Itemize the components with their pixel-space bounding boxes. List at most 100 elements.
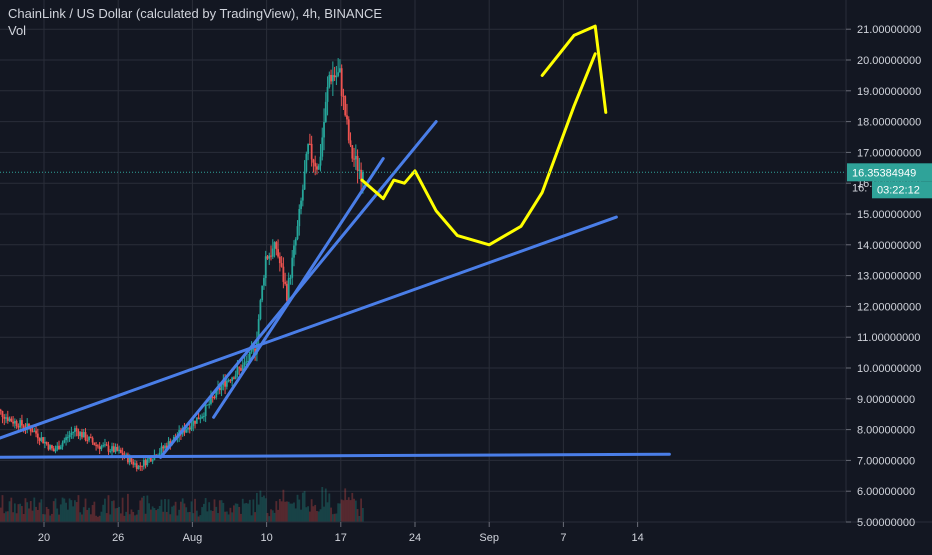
candle-body bbox=[86, 440, 89, 442]
candle-body bbox=[119, 449, 122, 453]
candle-body bbox=[160, 446, 163, 453]
volume-bar bbox=[308, 511, 311, 522]
volume-bar bbox=[51, 513, 53, 522]
candle-body bbox=[116, 446, 119, 451]
candle-body bbox=[243, 362, 246, 365]
volume-bar bbox=[162, 511, 165, 522]
volume-bar bbox=[65, 502, 67, 522]
candle-body bbox=[12, 421, 14, 424]
candle-body bbox=[111, 446, 113, 451]
candle-body bbox=[56, 445, 59, 450]
candle-body bbox=[35, 430, 37, 434]
candle-body bbox=[339, 68, 341, 73]
trendline[interactable] bbox=[212, 157, 385, 419]
candle-body bbox=[220, 385, 223, 391]
price-tick-label: 14.00000000 bbox=[857, 240, 921, 252]
volume-bar bbox=[210, 510, 212, 522]
candle-body bbox=[114, 446, 117, 452]
volume-bar bbox=[243, 503, 246, 522]
trendline[interactable] bbox=[0, 215, 618, 445]
candle-body bbox=[293, 245, 295, 258]
volume-bar bbox=[252, 499, 255, 522]
volume-bar bbox=[280, 501, 283, 522]
candle-body bbox=[100, 446, 103, 450]
volume-bar bbox=[234, 503, 237, 522]
candle-body bbox=[324, 101, 327, 123]
volume-bar bbox=[270, 509, 272, 522]
candle-body bbox=[132, 461, 135, 465]
volume-bar bbox=[294, 508, 297, 522]
volume-bar bbox=[310, 499, 313, 522]
candle-body bbox=[247, 360, 249, 362]
candle-body bbox=[250, 349, 253, 352]
candle-body bbox=[149, 458, 152, 462]
candle-body bbox=[303, 171, 306, 190]
volume-bar bbox=[157, 508, 159, 522]
candle-body bbox=[261, 285, 264, 301]
candle-body bbox=[289, 277, 292, 279]
volume-bar bbox=[353, 498, 355, 522]
volume-bar bbox=[218, 500, 221, 522]
candle-body bbox=[91, 437, 94, 443]
volume-bar bbox=[121, 497, 124, 522]
candle-body bbox=[333, 75, 336, 78]
candle-body bbox=[6, 417, 9, 421]
time-tick-label: 7 bbox=[560, 532, 566, 544]
time-axis[interactable]: 20 26 Aug 10 17 24 Sep 7 14 bbox=[38, 522, 644, 544]
volume-bar bbox=[178, 509, 181, 522]
candle-body bbox=[68, 435, 71, 438]
freehand-drawing[interactable] bbox=[360, 24, 608, 247]
volume-bar bbox=[266, 513, 269, 522]
volume-bar bbox=[127, 493, 129, 522]
volume-bar bbox=[180, 501, 182, 522]
candle-body bbox=[141, 465, 143, 467]
candle-body bbox=[282, 266, 285, 282]
volume-bar bbox=[164, 499, 166, 522]
candle-body bbox=[346, 115, 348, 120]
candle-body bbox=[305, 153, 308, 172]
candle-body bbox=[40, 437, 43, 441]
candle-body bbox=[36, 433, 39, 439]
volume-bar bbox=[63, 498, 66, 522]
volume-bar bbox=[305, 507, 308, 522]
volume-bar bbox=[6, 511, 9, 522]
candle-body bbox=[245, 361, 248, 363]
volume-bar bbox=[135, 514, 138, 522]
trendline[interactable] bbox=[0, 452, 671, 459]
candle-body bbox=[252, 348, 255, 350]
time-tick-label: 14 bbox=[631, 532, 643, 544]
drawing-stroke-main[interactable] bbox=[360, 52, 597, 247]
volume-bar bbox=[342, 500, 345, 522]
candle-body bbox=[66, 437, 69, 439]
candle-body bbox=[197, 417, 200, 420]
volume-bar bbox=[201, 507, 204, 522]
candle-body bbox=[229, 380, 232, 382]
candle-body bbox=[29, 427, 32, 432]
drawing-stroke-peak[interactable] bbox=[540, 24, 608, 114]
candle-body bbox=[323, 122, 325, 138]
candle-body bbox=[349, 140, 352, 146]
volume-bar bbox=[72, 506, 75, 522]
candle-body bbox=[263, 278, 265, 286]
price-tick-label: 7.00000000 bbox=[857, 455, 915, 467]
volume-bar bbox=[15, 513, 18, 522]
volume-bar bbox=[21, 506, 23, 522]
candle-body bbox=[185, 429, 188, 433]
volume-bar bbox=[289, 503, 292, 522]
volume-bar bbox=[284, 501, 287, 522]
volume-bar bbox=[264, 498, 267, 522]
candle-body bbox=[49, 445, 52, 450]
price-tick-label: 19.00000000 bbox=[857, 86, 921, 98]
candle-body bbox=[8, 418, 11, 421]
candle-body bbox=[356, 155, 359, 171]
volume-bar bbox=[300, 509, 302, 522]
volume-bar bbox=[190, 501, 193, 522]
price-axis[interactable]: 5.00000000 6.00000000 7.00000000 8.00000000… bbox=[846, 24, 921, 529]
volume-bar bbox=[139, 500, 142, 522]
trendlines[interactable] bbox=[0, 120, 671, 459]
candle-body bbox=[127, 454, 129, 463]
time-tick-label: 20 bbox=[38, 532, 50, 544]
volume-bar bbox=[268, 516, 271, 522]
